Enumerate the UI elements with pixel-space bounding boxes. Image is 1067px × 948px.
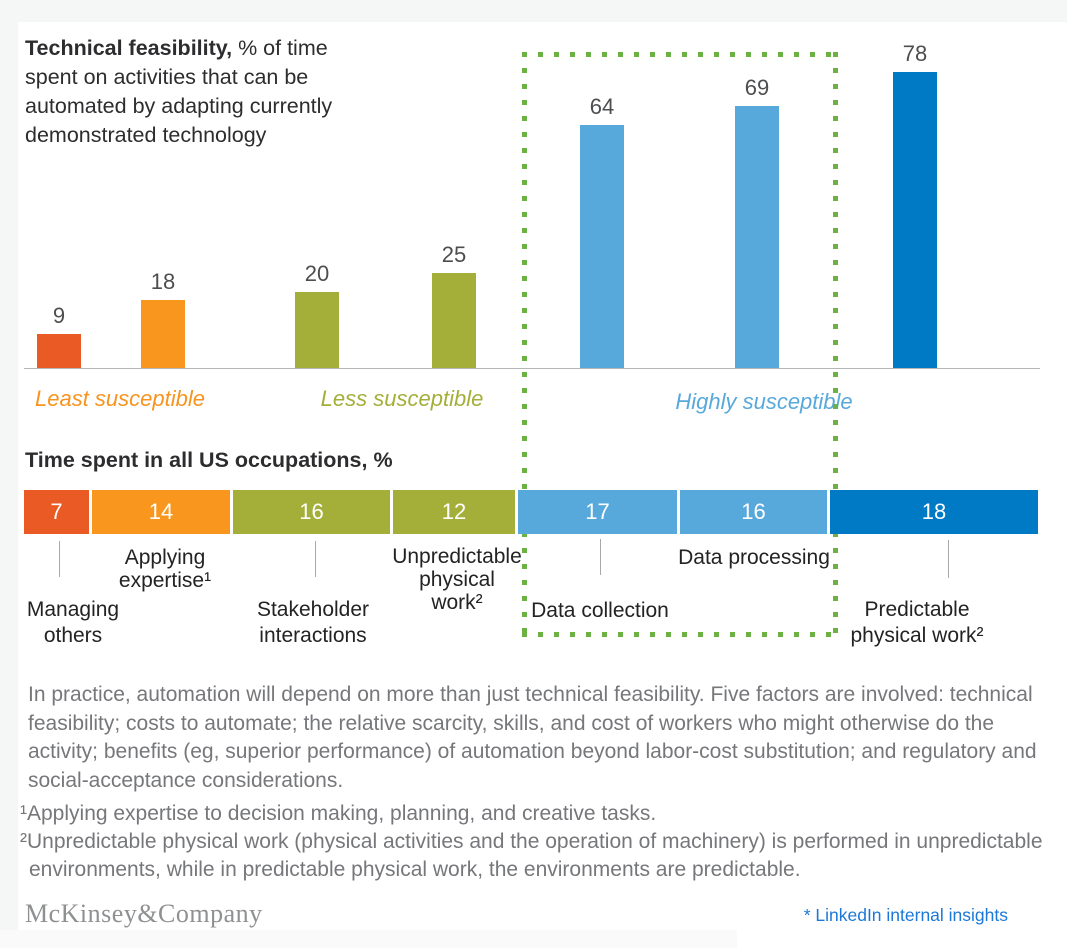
axis-label-line: Predictable	[864, 598, 970, 621]
axis-label-data-collection: Data collection	[520, 598, 680, 624]
stacked-chart-heading: Time spent in all US occupations, %	[25, 448, 393, 472]
chart-title: Technical feasibility, % of time spent o…	[25, 34, 373, 150]
axis-label-managing-others: Managing others	[13, 597, 133, 649]
chart-title-rest: % of time spent on activities that can b…	[25, 36, 333, 147]
mckinsey-logo: McKinsey&Company	[25, 899, 263, 928]
axis-tick	[948, 540, 949, 578]
linkedin-source-link[interactable]: * LinkedIn internal insights	[803, 905, 1008, 925]
bar-data-processing	[735, 106, 779, 368]
segment-managing-others: 7	[24, 490, 89, 534]
axis-label-unpredictable-physical-work-: Unpredictable physical work²	[382, 545, 532, 614]
axis-label-line: others	[43, 624, 103, 647]
footnote-2: ²Unpredictable physical work (physical a…	[20, 830, 1043, 881]
segment-predictable-physical-work-: 18	[830, 490, 1038, 534]
bar-stakeholder-interactions	[295, 292, 339, 368]
bar-applying-expertise-	[141, 300, 185, 368]
frame-left-margin	[0, 0, 18, 930]
segment-applying-expertise-: 14	[92, 490, 230, 534]
bar-value-label: 69	[744, 75, 770, 100]
bar-value-label: 20	[304, 261, 330, 286]
axis-label-line: physical work²	[850, 624, 984, 647]
bar-value-label: 78	[902, 41, 928, 66]
axis-label-line: Unpredictable	[392, 545, 522, 568]
bar-managing-others	[37, 334, 81, 368]
axis-label-line: Stakeholder	[256, 598, 370, 621]
axis-label-line: Data collection	[531, 599, 669, 622]
axis-label-line: expertise¹	[118, 569, 212, 592]
bar-data-collection	[580, 125, 624, 368]
bar-value-label: 25	[441, 242, 467, 267]
group-label-highly-susceptible: Highly susceptible	[675, 389, 853, 414]
axis-label-line: Data processing	[678, 546, 830, 569]
segment-data-collection: 17	[518, 490, 677, 534]
bar-unpredictable-physical-work-	[432, 273, 476, 368]
bar-value-label: 18	[150, 269, 176, 294]
axis-label-data-processing: Data processing	[669, 546, 839, 569]
axis-label-line: Applying	[124, 546, 206, 569]
axis-tick	[315, 541, 316, 577]
segment-data-processing: 16	[680, 490, 827, 534]
axis-label-stakeholder-interactions: Stakeholder interactions	[233, 597, 393, 649]
bottom-strip	[0, 930, 737, 948]
frame-top-margin	[0, 0, 1067, 22]
footnote-1: ¹Applying expertise to decision making, …	[20, 802, 657, 825]
bar-value-label: 9	[52, 303, 66, 328]
group-label-least-susceptible: Least susceptible	[35, 386, 205, 411]
chart-baseline	[24, 368, 1040, 369]
axis-label-line: physical	[419, 568, 495, 591]
axis-tick	[59, 541, 60, 577]
body-paragraph: In practice, automation will depend on m…	[28, 683, 1037, 792]
footnotes-block: ¹Applying expertise to decision making, …	[20, 800, 1044, 884]
axis-tick	[600, 539, 601, 575]
segment-unpredictable-physical-work-: 12	[393, 490, 515, 534]
axis-label-applying-expertise-: Applying expertise¹	[95, 546, 235, 592]
chart-title-bold: Technical feasibility,	[25, 36, 233, 60]
bar-predictable-physical-work-	[893, 72, 937, 368]
group-label-less-susceptible: Less susceptible	[320, 386, 484, 411]
segment-stakeholder-interactions: 16	[233, 490, 390, 534]
axis-label-line: work²	[431, 591, 483, 614]
axis-label-predictable-physical-work-: Predictable physical work²	[837, 597, 997, 649]
bar-value-label: 64	[589, 94, 615, 119]
axis-label-line: interactions	[259, 624, 367, 647]
axis-label-line: Managing	[26, 598, 120, 621]
